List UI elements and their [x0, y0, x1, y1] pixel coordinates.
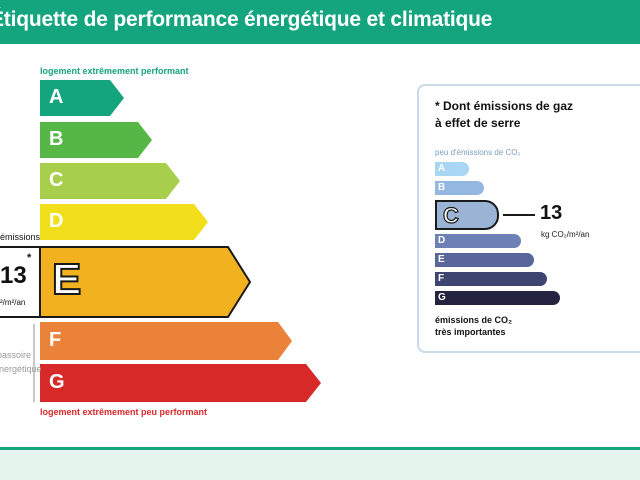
ghg-bar-a: A: [435, 162, 469, 176]
dpe-bar-g: G: [40, 364, 330, 407]
dpe-bar-f: F: [40, 322, 300, 365]
ghg-letter-b: B: [438, 182, 446, 193]
dpe-current-frame: [0, 246, 252, 318]
dpe-letter-g: G: [49, 371, 65, 393]
header-bar: Étiquette de performance énergétique et …: [0, 0, 640, 44]
dpe-bottom-label: logement extrêmement peu performant: [40, 407, 208, 417]
ghg-card: * Dont émissions de gaz à effet de serre…: [417, 84, 640, 353]
dpe-top-label: logement extrêmement performant: [40, 66, 189, 76]
footer-band: [0, 447, 640, 480]
ghg-value: 13: [540, 202, 563, 224]
dpe-value: 13: [0, 262, 27, 289]
ghg-bottom-line1: émissions de CO₂: [435, 315, 513, 325]
ghg-bottom-label: émissions de CO₂ très importantes: [435, 314, 512, 338]
ghg-bar-f: F: [435, 272, 547, 286]
dpe-letter-b: B: [49, 128, 64, 150]
ghg-title-line1: * Dont émissions de gaz: [435, 99, 574, 113]
dpe-unit: ²/m²/an: [0, 298, 26, 307]
ghg-top-label: peu d'émissions de CO₂: [435, 148, 521, 157]
dpe-value-marker: *: [27, 252, 32, 264]
ghg-letter-e: E: [438, 254, 445, 265]
dpe-letter-f: F: [49, 329, 62, 351]
dpe-bar-b-shape: [40, 122, 152, 158]
ghg-bar-d: D: [435, 234, 521, 248]
ghg-bar-c: C: [435, 200, 499, 230]
ghg-value-line: [503, 214, 535, 216]
dpe-bar-g-shape: [40, 364, 321, 402]
dpe-bar-f-shape: [40, 322, 292, 360]
ghg-letter-d: D: [438, 235, 446, 246]
dpe-bar-d: D: [40, 204, 220, 245]
ghg-bar-b: B: [435, 181, 484, 195]
dpe-letter-e: E: [51, 254, 82, 305]
ghg-letter-a: A: [438, 163, 446, 174]
ghg-letter-c: C: [442, 202, 459, 228]
dpe-bar-a-shape: [40, 80, 124, 116]
dpe-bar-b: B: [40, 122, 160, 163]
passoire-caption-2: énergétique: [0, 364, 42, 374]
ghg-letter-g: G: [438, 292, 446, 303]
ghg-bottom-line2: très importantes: [435, 327, 506, 337]
ghg-bar-g: G: [435, 291, 560, 305]
dpe-bar-d-shape: [40, 204, 208, 240]
ghg-title: * Dont émissions de gaz à effet de serre: [435, 98, 573, 132]
dpe-bar-c-shape: [40, 163, 180, 199]
dpe-caption-top: émissions: [0, 232, 41, 242]
passoire-bracket: [33, 324, 35, 402]
page-title: Étiquette de performance énergétique et …: [0, 8, 493, 31]
dpe-bar-a: A: [40, 80, 130, 121]
ghg-bar-e: E: [435, 253, 534, 267]
passoire-caption-1: passoire: [0, 350, 32, 360]
ghg-unit: kg CO₂/m²/an: [541, 230, 590, 239]
dpe-letter-a: A: [49, 86, 64, 108]
dpe-bar-c: C: [40, 163, 190, 204]
dpe-letter-d: D: [49, 210, 64, 232]
ghg-letter-f: F: [438, 273, 445, 284]
ghg-title-line2: à effet de serre: [435, 116, 521, 130]
dpe-letter-c: C: [49, 169, 64, 191]
